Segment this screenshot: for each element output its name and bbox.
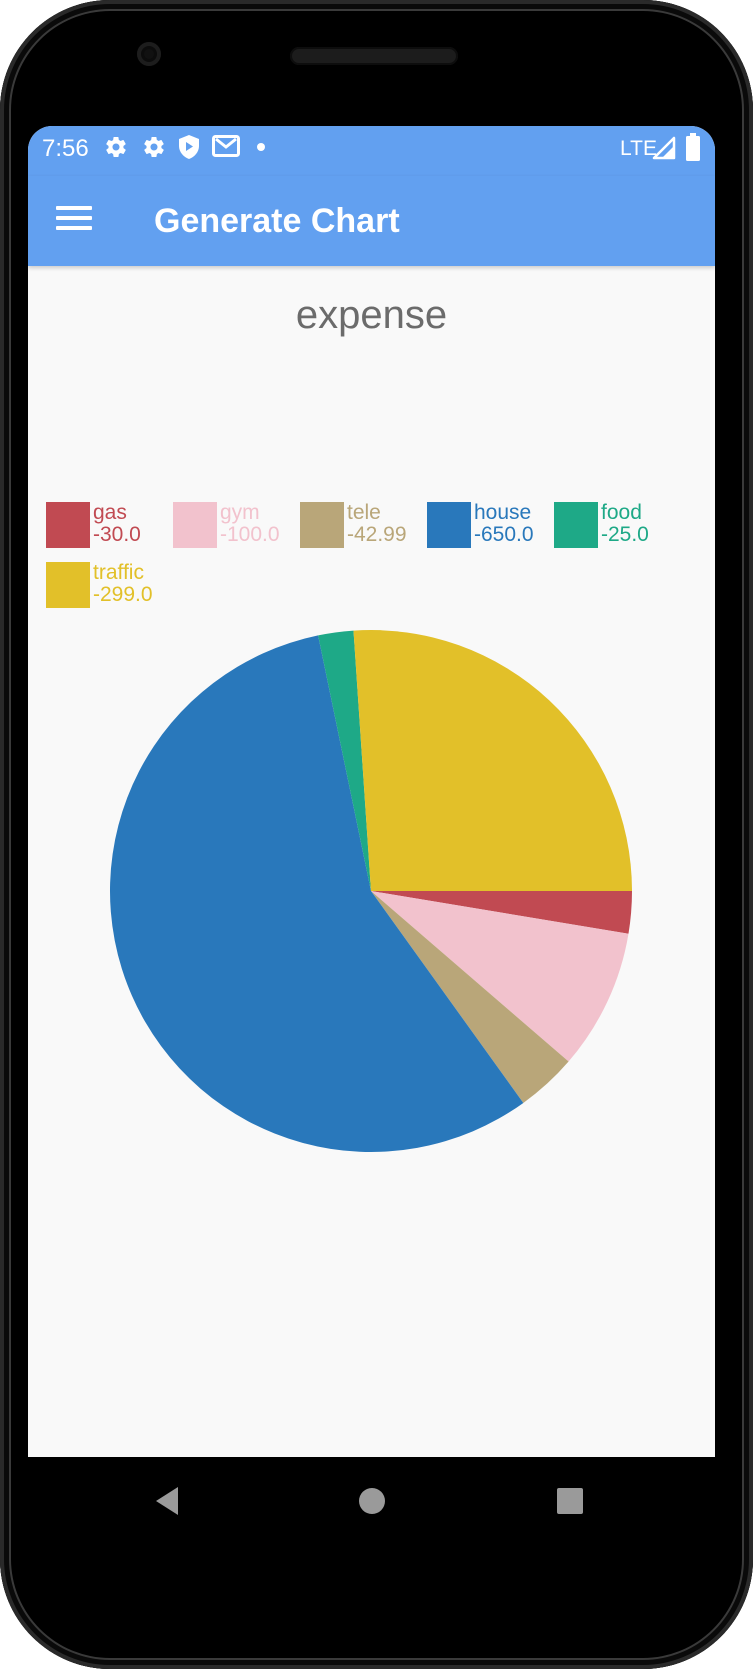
pie-slice-tele xyxy=(371,891,569,1103)
shield-icon xyxy=(179,135,199,159)
legend-value: -42.99 xyxy=(347,523,407,546)
navigation-bar xyxy=(28,1457,715,1545)
status-time: 7:56 xyxy=(42,135,89,162)
legend-label: house xyxy=(474,501,532,524)
dot-icon xyxy=(257,143,265,151)
gear-icon xyxy=(106,137,126,158)
gear-icon xyxy=(144,137,164,158)
app-bar: Generate Chart xyxy=(28,176,715,266)
pie-slice-traffic xyxy=(353,630,632,891)
hamburger-menu-icon[interactable] xyxy=(56,204,92,236)
signal-icon xyxy=(652,136,676,160)
recents-icon[interactable] xyxy=(548,1479,592,1523)
legend-swatch xyxy=(554,502,598,548)
legend-swatch xyxy=(427,502,471,548)
back-icon[interactable] xyxy=(146,1479,190,1523)
legend-label: food xyxy=(601,501,642,524)
pie-chart xyxy=(109,630,632,1152)
legend-value: -25.0 xyxy=(601,523,649,546)
app-screen: 7:56 LTE xyxy=(28,126,715,1457)
pie-slice-gym xyxy=(371,891,629,1062)
legend-swatch xyxy=(300,502,344,548)
app-title: Generate Chart xyxy=(154,202,400,240)
legend-swatch xyxy=(46,562,90,608)
legend-swatch xyxy=(173,502,217,548)
legend-label: traffic xyxy=(93,561,144,584)
battery-icon xyxy=(686,133,700,161)
pie-slice-house xyxy=(109,635,524,1152)
legend-value: -100.0 xyxy=(220,523,280,546)
pie-slice-food xyxy=(318,630,371,891)
front-camera xyxy=(137,42,161,66)
network-type: LTE xyxy=(620,137,657,160)
pie-slice-gas xyxy=(371,891,632,934)
legend-label: gym xyxy=(220,501,260,524)
legend-swatch xyxy=(46,502,90,548)
legend-label: gas xyxy=(93,501,127,524)
home-icon[interactable] xyxy=(350,1479,394,1523)
status-bar: 7:56 LTE xyxy=(28,126,715,176)
legend-label: tele xyxy=(347,501,381,524)
legend-value: -650.0 xyxy=(474,523,534,546)
gmail-icon xyxy=(212,135,240,157)
chart-title: expense xyxy=(295,293,448,337)
legend-value: -30.0 xyxy=(93,523,141,546)
earpiece-speaker xyxy=(290,47,458,65)
legend-value: -299.0 xyxy=(93,583,153,606)
